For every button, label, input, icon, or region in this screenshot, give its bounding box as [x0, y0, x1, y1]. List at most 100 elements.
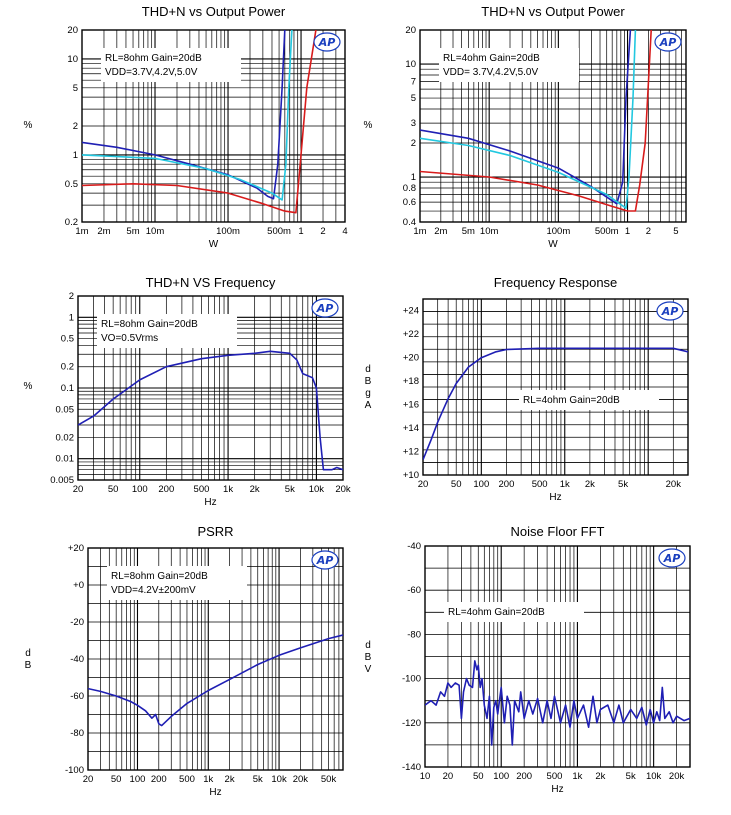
chart0-x-tick-label: 4 — [342, 226, 347, 237]
chart1-x-tick-label: 10m — [480, 226, 499, 237]
chart5-group: Noise Floor FFT 10 20 50 100 200 500 1k 2k 5k 10k 2… — [365, 524, 691, 795]
chart2-plot-frame — [77, 295, 344, 481]
chart4-y-tick-label: +20 — [68, 543, 84, 554]
chart0-annotation-box — [101, 48, 241, 82]
chart4-y-tick-label: -20 — [70, 617, 84, 628]
chart0-series-line-0 — [82, 30, 286, 200]
chart3-y-tick-label: +10 — [403, 470, 419, 481]
chart1-y-tick-label: 3 — [411, 118, 416, 129]
chart2-group: THD+N VS Frequency 20 50 100 200 500 1k 2k 5k 10k… — [24, 275, 351, 508]
chart4-annotation-box — [107, 566, 247, 600]
chart2-x-tick-label: 500 — [194, 484, 210, 495]
chart3-title: Frequency Response — [494, 275, 618, 290]
chart3-x-tick-label: 1k — [560, 479, 570, 490]
chart2-y-tick-label: 0.02 — [56, 432, 75, 443]
chart3-y-tick-label: +20 — [403, 353, 419, 364]
chart5-x-tick-label: 200 — [516, 771, 532, 782]
chart3-y-tick-label: +14 — [403, 423, 419, 434]
chart5-x-tick-label: 10k — [646, 771, 662, 782]
chart5-y-tick-label: -140 — [402, 762, 421, 773]
chart5-y-axis-label-char: d — [365, 640, 371, 651]
chart1-y-tick-label: 20 — [405, 25, 416, 36]
chart2-y-tick-label: 1 — [69, 312, 74, 323]
chart1-y-tick-label: 7 — [411, 77, 416, 88]
chart2-y-tick-label: 2 — [69, 291, 74, 302]
chart5-x-tick-label: 10 — [420, 771, 431, 782]
chart3-annotation-box — [519, 390, 659, 410]
chart2-x-tick-label: 50 — [108, 484, 119, 495]
chart2-x-tick-label: 100 — [132, 484, 148, 495]
chart0-y-tick-label: 10 — [67, 54, 78, 65]
chart0-y-tick-label: 0.2 — [65, 217, 78, 228]
chart5-plot-frame — [424, 545, 691, 768]
chart2-x-tick-label: 200 — [158, 484, 174, 495]
chart5-y-tick-label: -80 — [407, 629, 421, 640]
chart4-y-tick-label: -40 — [70, 654, 84, 665]
chart0-x-axis-label: W — [209, 239, 219, 250]
chart2-annotation-box — [97, 314, 237, 348]
chart1-x-tick-label: 500m — [595, 226, 619, 237]
chart2-y-tick-label: 0.01 — [56, 454, 75, 465]
chart0-group: THD+N vs Output Power 1m 2m 5m 10m 100m 500m 1 2… — [24, 4, 348, 250]
chart0-x-tick-label: 2 — [320, 226, 325, 237]
chart1-y-tick-label: 0.4 — [403, 217, 416, 228]
chart1-series-line-2 — [420, 30, 652, 212]
chart4-title: PSRR — [197, 524, 233, 539]
chart3-x-tick-label: 5k — [618, 479, 628, 490]
chart2-x-axis-label: Hz — [204, 497, 216, 508]
chart2-ap-logo-icon — [311, 298, 339, 318]
chart3-y-tick-label: +16 — [403, 400, 419, 411]
chart5-x-tick-label: 500 — [547, 771, 563, 782]
chart1-y-tick-label: 10 — [405, 59, 416, 70]
chart5-x-tick-label: 2k — [595, 771, 605, 782]
chart3-group: Frequency Response 20 50 100 200 500 1k 2k 5k 20k… — [365, 275, 689, 503]
chart4-x-tick-label: 100 — [130, 774, 146, 785]
chart4-ap-logo-icon — [311, 550, 339, 570]
chart2-x-tick-label: 10k — [309, 484, 325, 495]
chart3-y-tick-label: +24 — [403, 306, 419, 317]
chart0-y-axis-label-char: % — [24, 120, 33, 131]
chart3-ap-logo-text: AP — [661, 305, 679, 318]
chart5-x-axis-label: Hz — [551, 784, 563, 795]
chart1-x-tick-label: 5m — [462, 226, 475, 237]
chart4-group: PSRR 20 50 100 200 500 1k 2k 5k 10k 20k 50k -100 -80 -… — [25, 524, 344, 798]
chart2-annotation-line: VO=0.5Vrms — [101, 333, 158, 344]
chart4-y-tick-label: -60 — [70, 691, 84, 702]
chart4-annotation-line: RL=8ohm Gain=20dB — [111, 571, 208, 582]
chart5-y-axis-label-char: B — [365, 652, 372, 663]
chart3-y-axis-label-char: g — [365, 388, 371, 399]
chart1-plot-frame — [419, 29, 687, 223]
chart1-annotation-line: VDD= 3.7V,4.2V,5.0V — [443, 67, 538, 78]
chart0-y-tick-label: 5 — [73, 83, 78, 94]
chart2-y-tick-label: 0.1 — [61, 383, 74, 394]
chart0-series-line-1 — [82, 30, 293, 201]
chart4-y-tick-label: -100 — [65, 765, 84, 776]
chart2-title: THD+N VS Frequency — [146, 275, 276, 290]
chart1-y-tick-label: 0.6 — [403, 197, 416, 208]
chart4-x-tick-label: 5k — [253, 774, 263, 785]
chart3-y-tick-label: +22 — [403, 329, 419, 340]
chart1-x-tick-label: 2 — [646, 226, 651, 237]
chart4-x-tick-label: 200 — [151, 774, 167, 785]
chart4-y-axis-label-char: B — [25, 660, 32, 671]
chart5-y-axis-label-char: V — [365, 664, 372, 675]
chart1-x-tick-label: 1 — [625, 226, 630, 237]
chart1-series-line-1 — [420, 30, 637, 209]
chart3-x-axis-label: Hz — [549, 492, 561, 503]
chart0-ap-logo-text: AP — [318, 36, 336, 49]
chart0-y-axis-label: % — [24, 120, 33, 131]
chart4-y-tick-label: +0 — [73, 580, 84, 591]
chart3-x-tick-label: 2k — [585, 479, 595, 490]
chart1-group: THD+N vs Output Power 1m 2m 5m 10m 100m 500m 1 2… — [364, 4, 687, 250]
chart2-y-axis-label: % — [24, 381, 33, 392]
chart5-annotation-line: RL=4ohm Gain=20dB — [448, 607, 545, 618]
chart4-series-line-0 — [88, 634, 343, 727]
chart0-annotation-line: RL=8ohm Gain=20dB — [105, 53, 202, 64]
chart1-y-tick-label: 0.8 — [403, 183, 416, 194]
chart3-y-axis-label-char: B — [365, 376, 372, 387]
chart0-y-tick-label: 20 — [67, 25, 78, 36]
chart4-x-tick-label: 2k — [225, 774, 235, 785]
chart4-x-tick-label: 50 — [111, 774, 122, 785]
